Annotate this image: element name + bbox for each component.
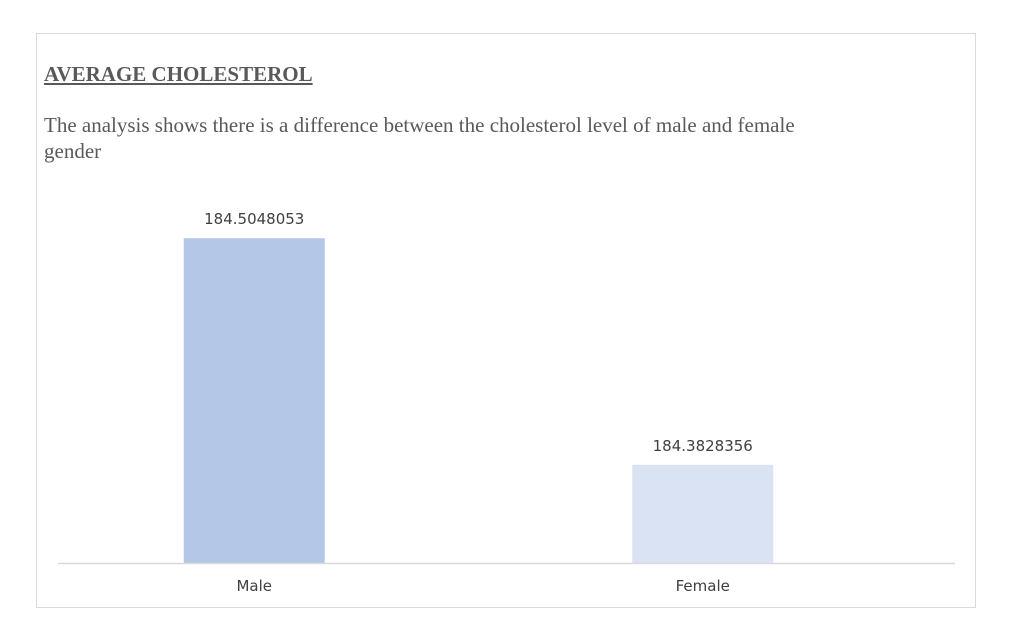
data-label-female: 184.3828356 (653, 437, 753, 455)
chart-subtitle: The analysis shows there is a difference… (44, 113, 795, 163)
chart-title: AVERAGE CHOLESTEROL (44, 62, 313, 86)
bar-male (183, 238, 325, 563)
bar-female (632, 464, 774, 563)
data-label-male: 184.5048053 (204, 210, 304, 228)
category-label-male: Male (236, 577, 272, 595)
category-label-female: Female (676, 577, 730, 595)
